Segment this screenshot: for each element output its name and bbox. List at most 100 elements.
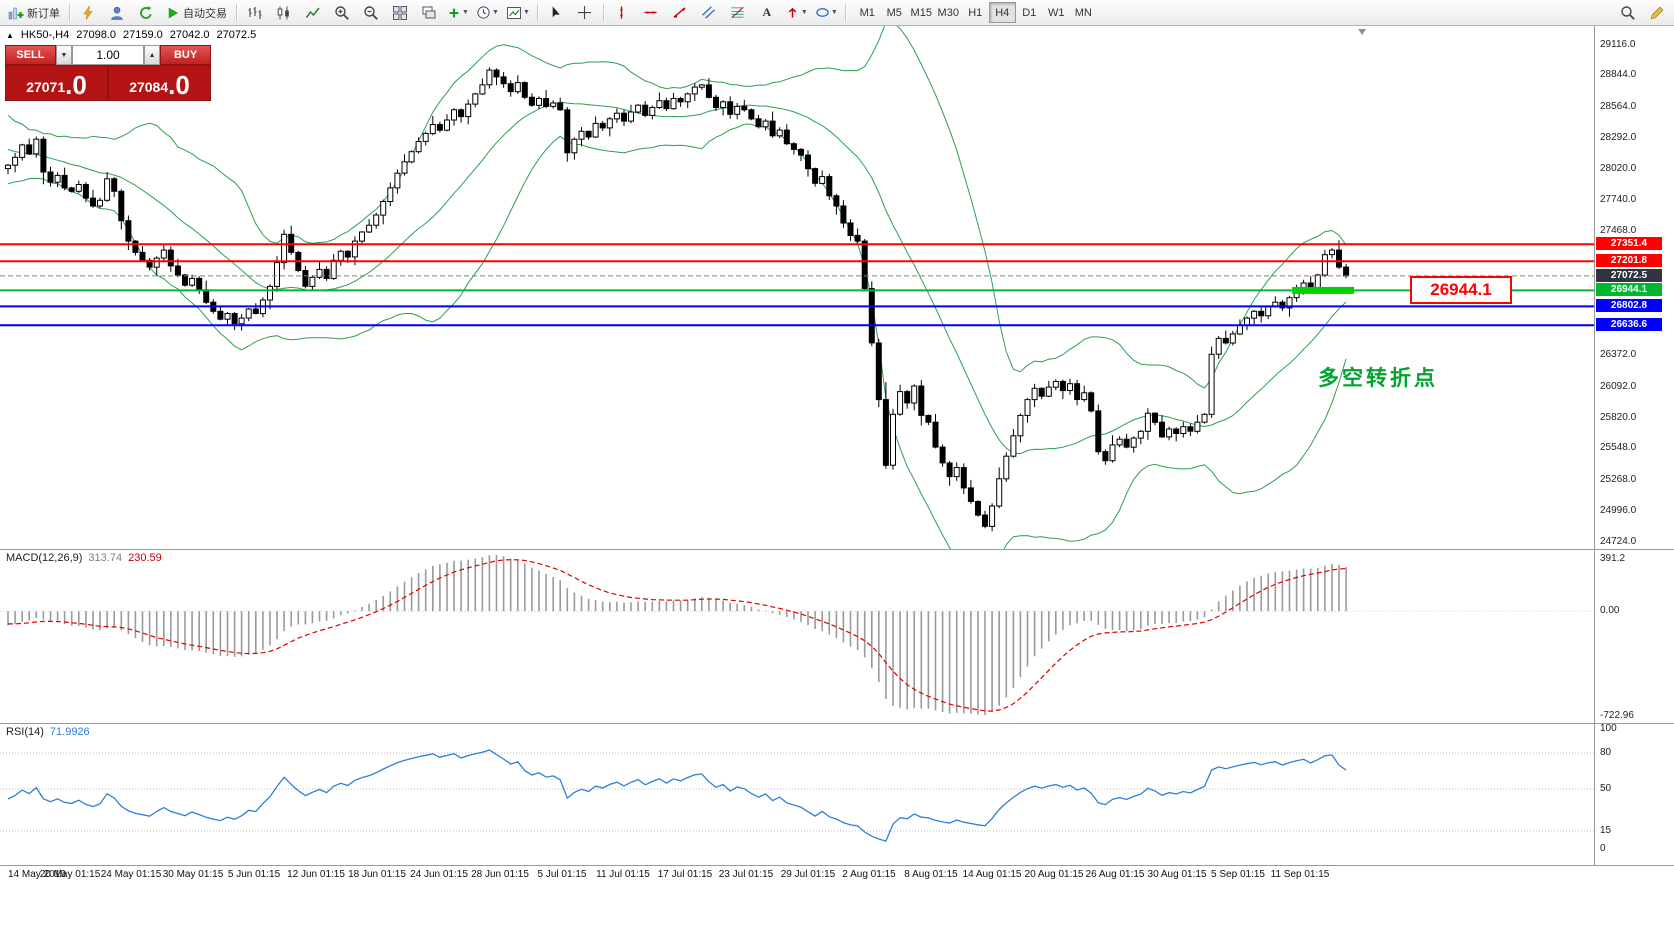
price-tag: 26636.6 xyxy=(1596,318,1662,331)
time-axis-label: 28 Jun 01:15 xyxy=(471,869,529,880)
rsi-scale-label: 50 xyxy=(1600,783,1612,794)
turning-point-annotation: 多空转折点 xyxy=(1318,367,1438,390)
indicators-plus-icon xyxy=(449,8,459,17)
timeframe-d1[interactable]: D1 xyxy=(1022,6,1037,19)
macd-signal-value: 230.59 xyxy=(128,552,162,564)
autotrade-button[interactable]: 自动交易 xyxy=(161,1,232,24)
timeframe-mn[interactable]: MN xyxy=(1074,6,1092,19)
chart-template-icon xyxy=(506,6,521,19)
vertical-line-button[interactable] xyxy=(608,1,636,24)
timeframe-h1[interactable]: H1 xyxy=(968,6,983,19)
chevron-down-icon: ▼ xyxy=(492,9,499,16)
y-axis-label: 24996.0 xyxy=(1600,505,1637,516)
macd-scale-top: 391.2 xyxy=(1600,553,1626,564)
symbol-info-row: ▲ HK50-,H4 27098.0 27159.0 27042.0 27072… xyxy=(6,29,256,41)
rsi-title: RSI(14) xyxy=(6,726,44,738)
time-axis-label: 14 Aug 01:15 xyxy=(962,869,1022,880)
volume-increase-button[interactable]: ▲ xyxy=(144,45,161,65)
time-axis-label: 30 May 01:15 xyxy=(162,869,224,880)
refresh-button[interactable] xyxy=(132,1,160,24)
macd-panel-separator[interactable] xyxy=(0,549,1674,550)
rsi-scale-label: 80 xyxy=(1600,747,1612,758)
sell-price-pips: .0 xyxy=(65,70,87,100)
shapes-tool-button[interactable]: ▼ xyxy=(812,1,841,24)
period-clock-icon xyxy=(477,6,490,19)
chart-window: ▲ HK50-,H4 27098.0 27159.0 27042.0 27072… xyxy=(0,26,1674,948)
period-button[interactable]: ▼ xyxy=(473,1,502,24)
zoom-in-button[interactable] xyxy=(328,1,356,24)
y-axis-label: 27740.0 xyxy=(1600,194,1637,205)
sell-button[interactable]: SELL xyxy=(5,45,56,65)
cascade-windows-button[interactable] xyxy=(415,1,443,24)
price-tag: 26802.8 xyxy=(1596,299,1662,312)
y-axis-label: 25820.0 xyxy=(1600,412,1637,423)
fibonacci-button[interactable] xyxy=(724,1,752,24)
rsi-label-row: RSI(14) 71.9926 xyxy=(6,726,90,738)
time-axis-label: 29 Jul 01:15 xyxy=(780,869,836,880)
one-click-trade-panel: SELL ▼ ▲ BUY 27071.0 27084.0 xyxy=(5,45,211,101)
line-chart-button[interactable] xyxy=(299,1,327,24)
y-axis-label: 28564.0 xyxy=(1600,101,1637,112)
macd-canvas[interactable] xyxy=(0,549,1594,723)
template-button[interactable]: ▼ xyxy=(503,1,533,24)
tile-windows-icon xyxy=(393,5,407,20)
autotrade-label: 自动交易 xyxy=(183,7,227,20)
shapes-icon xyxy=(816,8,829,17)
candlestick-chart-button[interactable] xyxy=(270,1,298,24)
trendline-button[interactable] xyxy=(666,1,694,24)
separator xyxy=(536,4,538,21)
one-click-panel-toggle[interactable]: ▲ xyxy=(6,30,14,40)
timeframe-m5[interactable]: M5 xyxy=(886,6,902,19)
buy-button[interactable]: BUY xyxy=(160,45,211,65)
price-chart-canvas[interactable] xyxy=(0,26,1594,549)
price-tag: 27351.4 xyxy=(1596,237,1662,250)
volume-input[interactable] xyxy=(72,45,144,65)
chevron-down-icon: ▼ xyxy=(800,9,808,16)
edit-button[interactable] xyxy=(1643,1,1671,24)
arrows-tool-button[interactable]: ▼ xyxy=(782,1,811,24)
rsi-canvas[interactable] xyxy=(0,723,1594,865)
buy-price-display[interactable]: 27084.0 xyxy=(108,65,211,101)
cursor-button[interactable] xyxy=(542,1,570,24)
symbol-period-label: HK50-,H4 xyxy=(20,29,70,41)
macd-scale-bottom: -722.96 xyxy=(1600,710,1634,721)
y-axis-label: 28020.0 xyxy=(1600,163,1637,174)
sell-price-display[interactable]: 27071.0 xyxy=(5,65,108,101)
accounts-button[interactable] xyxy=(103,1,131,24)
new-order-label: 新订单 xyxy=(27,7,60,20)
channel-button[interactable] xyxy=(695,1,723,24)
time-axis-label: 8 Aug 01:15 xyxy=(904,869,958,880)
volume-decrease-button[interactable]: ▼ xyxy=(55,45,72,65)
text-tool-button[interactable]: A xyxy=(753,1,781,24)
time-axis-label: 11 Jul 01:15 xyxy=(596,869,650,880)
cursor-icon xyxy=(553,6,561,18)
timeframe-m15[interactable]: M15 xyxy=(910,6,932,19)
horizontal-line-button[interactable] xyxy=(637,1,665,24)
tile-windows-button[interactable] xyxy=(386,1,414,24)
time-axis-label: 24 May 01:15 xyxy=(100,869,162,880)
crosshair-button[interactable] xyxy=(571,1,599,24)
chevron-down-icon: ▼ xyxy=(462,9,469,16)
indicators-button[interactable]: ▼ xyxy=(444,1,472,24)
separator xyxy=(236,4,237,21)
rsi-panel-separator[interactable] xyxy=(0,723,1674,724)
new-order-button[interactable]: 新订单 xyxy=(3,1,65,24)
timeframe-h4[interactable]: H4 xyxy=(988,2,1016,23)
timeframe-m30[interactable]: M30 xyxy=(937,6,959,19)
cascade-windows-icon xyxy=(422,6,436,18)
autotrade-play-icon xyxy=(168,7,178,18)
bar-chart-button[interactable] xyxy=(241,1,269,24)
new-order-icon xyxy=(8,7,24,19)
timeframe-w1[interactable]: W1 xyxy=(1048,6,1065,19)
alerts-button[interactable] xyxy=(74,1,102,24)
search-button[interactable] xyxy=(1614,1,1642,24)
profile-icon xyxy=(111,6,123,20)
macd-main-value: 313.74 xyxy=(88,552,123,564)
sell-price-main: 27071 xyxy=(26,79,66,95)
zoom-out-button[interactable] xyxy=(357,1,385,24)
vertical-line-icon xyxy=(620,6,623,19)
chevron-down-icon: ▼ xyxy=(830,9,838,16)
timeframe-m1[interactable]: M1 xyxy=(859,6,875,19)
ohlc-high: 27159.0 xyxy=(122,29,163,41)
price-callout-box[interactable]: 26944.1 xyxy=(1410,276,1512,304)
